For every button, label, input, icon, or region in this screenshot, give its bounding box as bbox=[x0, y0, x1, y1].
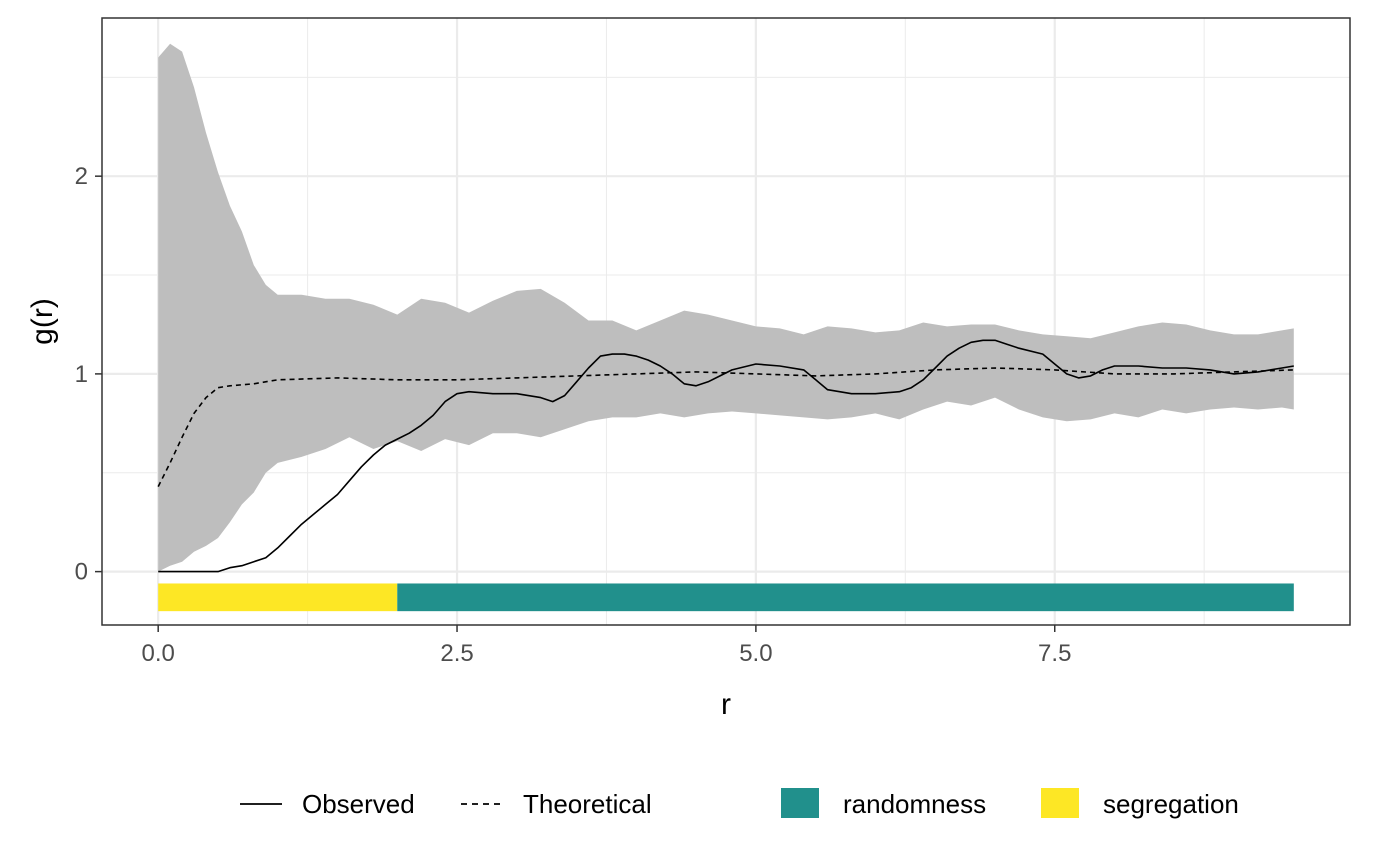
y-axis-title: g(r) bbox=[26, 298, 59, 345]
y-tick-label: 0 bbox=[75, 559, 88, 586]
x-tick-label: 0.0 bbox=[141, 640, 174, 667]
legend-label-observed: Observed bbox=[302, 789, 415, 819]
legend-key-segregation bbox=[1041, 788, 1079, 818]
x-tick-label: 5.0 bbox=[739, 640, 772, 667]
x-tick-label: 2.5 bbox=[440, 640, 473, 667]
segment-segregation bbox=[158, 583, 398, 612]
x-axis: 0.0 2.5 5.0 7.5 bbox=[141, 625, 1071, 667]
y-tick-label: 1 bbox=[75, 361, 88, 388]
y-tick-label: 2 bbox=[75, 163, 88, 190]
legend-label-theoretical: Theoretical bbox=[523, 789, 652, 819]
x-axis-title: r bbox=[721, 688, 731, 721]
x-tick-label: 7.5 bbox=[1038, 640, 1071, 667]
legend: Observed Theoretical randomness segregat… bbox=[240, 788, 1239, 819]
classification-bar bbox=[158, 583, 1294, 612]
segment-randomness bbox=[397, 583, 1294, 612]
series-line-theoretical bbox=[157, 367, 1294, 487]
series-lines bbox=[157, 339, 1294, 573]
legend-label-randomness: randomness bbox=[843, 789, 986, 819]
legend-label-segregation: segregation bbox=[1103, 789, 1239, 819]
series-line-observed bbox=[158, 339, 1294, 573]
legend-key-randomness bbox=[781, 788, 819, 818]
y-axis: 0 1 2 bbox=[75, 163, 102, 586]
envelope-layer bbox=[158, 43, 1294, 572]
envelope-ribbon bbox=[158, 43, 1294, 572]
panel-border bbox=[101, 17, 1351, 626]
